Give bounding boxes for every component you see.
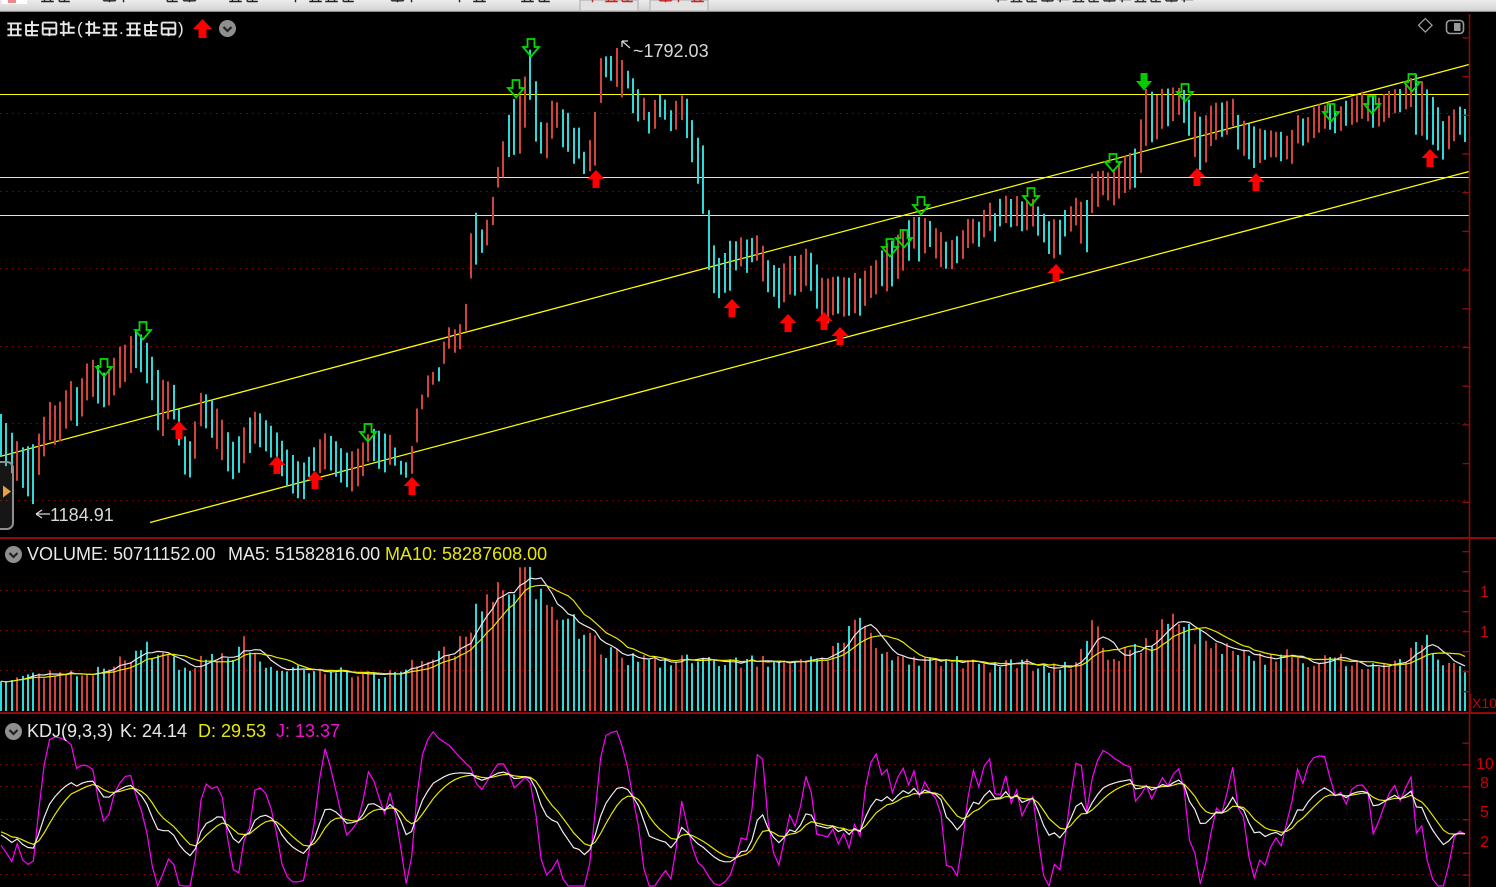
svg-text:1184.91: 1184.91 <box>50 505 114 525</box>
svg-text:1: 1 <box>1480 584 1489 601</box>
svg-text:): ) <box>178 19 184 38</box>
svg-text:KDJ(9,3,3): KDJ(9,3,3) <box>27 721 113 741</box>
svg-text:2: 2 <box>1480 834 1489 851</box>
svg-text:5: 5 <box>1480 804 1489 821</box>
svg-text:1: 1 <box>1480 624 1489 641</box>
svg-text:VOLUME: 50711152.00: VOLUME: 50711152.00 <box>27 544 215 564</box>
svg-text:.: . <box>119 19 124 38</box>
svg-text:~1792.03: ~1792.03 <box>633 41 709 61</box>
svg-text:K: 24.14: K: 24.14 <box>120 721 187 741</box>
svg-text:8: 8 <box>1480 775 1489 792</box>
svg-text:10: 10 <box>1476 756 1494 773</box>
svg-text:MA5: 51582816.00: MA5: 51582816.00 <box>228 544 380 564</box>
svg-text:MA10: 58287608.00: MA10: 58287608.00 <box>385 544 547 564</box>
svg-text:X10: X10 <box>1472 695 1496 711</box>
svg-text:(: ( <box>77 19 83 38</box>
svg-text:J: 13.37: J: 13.37 <box>276 721 340 741</box>
svg-text:D: 29.53: D: 29.53 <box>198 721 266 741</box>
